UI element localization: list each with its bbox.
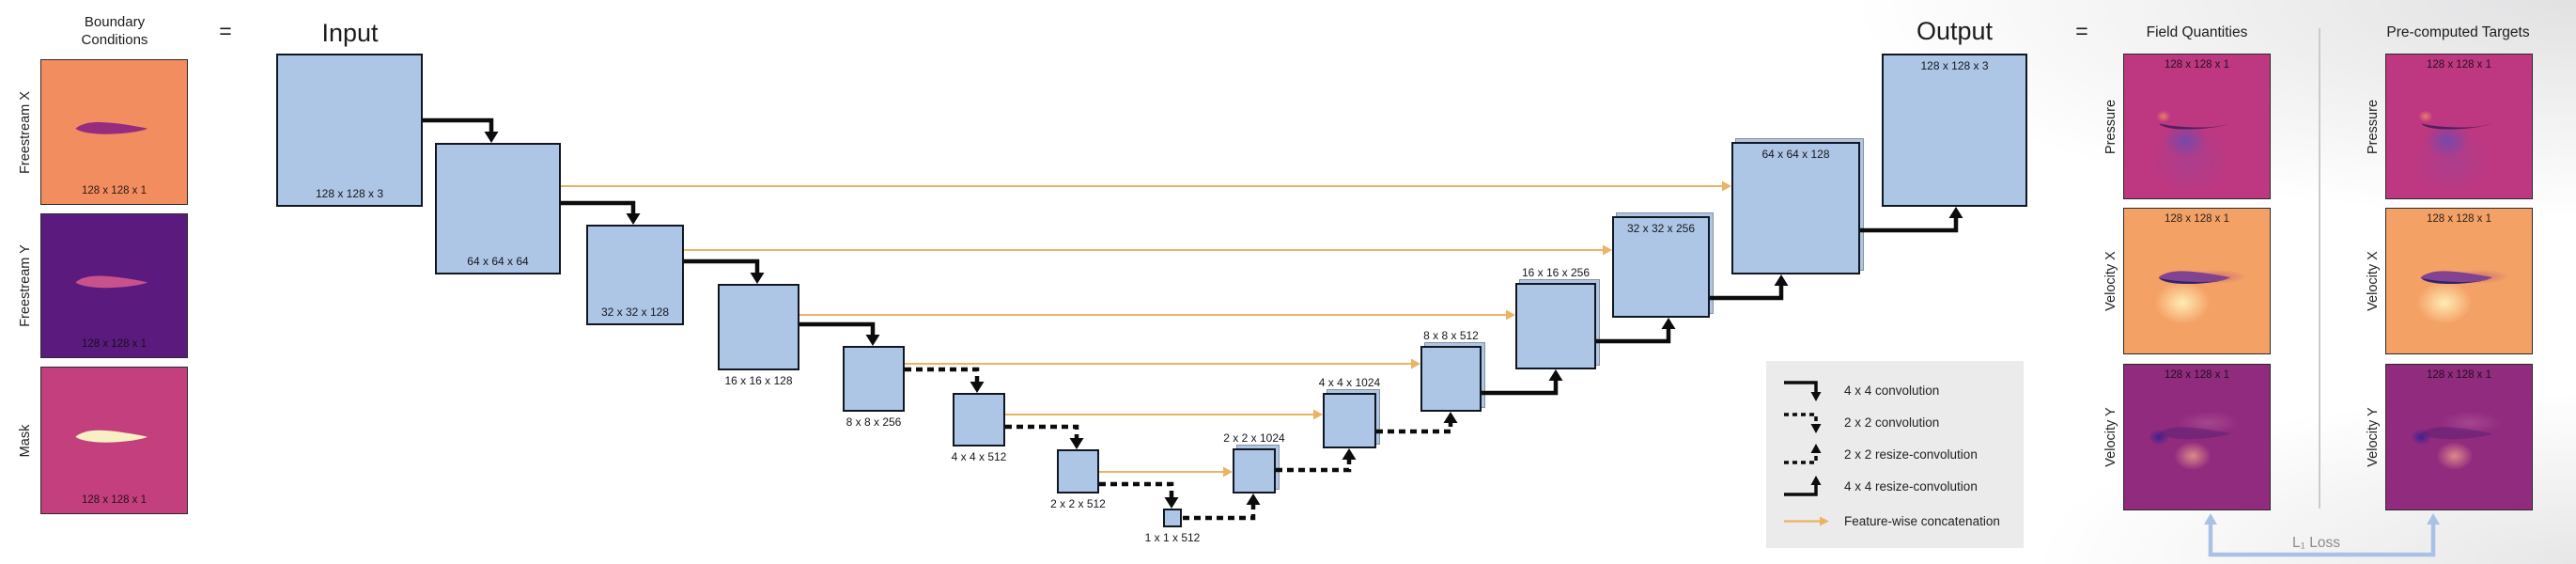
feature-map-box (843, 346, 905, 412)
image-size-label: 128 x 128 x 1 (2426, 369, 2492, 381)
legend-icon-conv2 (1784, 413, 1822, 433)
feature-map-box (1612, 216, 1710, 318)
row-label-velocity-x: Velocity X (2103, 251, 2118, 311)
field-image-field-quantities-pressure: 128 x 128 x 1 (2123, 54, 2271, 199)
legend: 4 x 4 convolution 2 x 2 convolution 2 x 2 … (1766, 361, 2024, 548)
field-image-pre-computed-targets-velocity-y: 128 x 128 x 1 (2385, 364, 2533, 510)
image-size-label: 128 x 128 x 1 (2426, 213, 2492, 225)
field-image-pre-computed-targets-pressure: 128 x 128 x 1 (2385, 54, 2533, 199)
image-size-label: 128 x 128 x 1 (81, 494, 147, 506)
legend-icon-resize4 (1784, 476, 1822, 496)
feature-map-box (1057, 449, 1099, 494)
image-size-label: 128 x 128 x 1 (2426, 59, 2492, 70)
image-size-label: 128 x 128 x 1 (2164, 59, 2230, 70)
row-label-mask: Mask (18, 424, 33, 457)
airfoil-shape-icon (2158, 427, 2231, 440)
feature-map-label: 1 x 1 x 512 (1144, 531, 1201, 544)
feature-map-label: 8 x 8 x 512 (1423, 329, 1479, 342)
field-image-field-quantities-velocity-y: 128 x 128 x 1 (2123, 364, 2271, 510)
feature-map-box (435, 143, 561, 274)
feature-map-label: 128 x 128 x 3 (315, 187, 384, 200)
airfoil-shape-icon (2420, 271, 2493, 285)
airfoil-shape-icon (75, 430, 148, 443)
row-label-freestream-y: Freestream Y (18, 244, 33, 327)
airfoil-shape-icon (2420, 427, 2493, 440)
image-size-label: 128 x 128 x 1 (81, 185, 147, 196)
boundary-image-freestream-y: 128 x 128 x 1 (40, 213, 188, 358)
input-title: Input (321, 19, 379, 47)
field-image-pre-computed-targets-velocity-x: 128 x 128 x 1 (2385, 208, 2533, 354)
feature-map-box (1731, 142, 1860, 274)
feature-map-label: 8 x 8 x 256 (846, 415, 902, 429)
legend-item-label: Feature-wise concatenation (1844, 514, 2000, 528)
feature-map-label: 64 x 64 x 64 (467, 255, 529, 268)
column-divider (2319, 28, 2320, 509)
feature-map-label: 4 x 4 x 512 (951, 450, 1007, 463)
legend-item-label: 2 x 2 resize-convolution (1844, 447, 1978, 462)
legend-item-4-x-4-convolution: 4 x 4 convolution (1781, 378, 1939, 403)
l1-loss-label: L₁ Loss (2292, 535, 2340, 551)
airfoil-shape-icon (2158, 271, 2231, 285)
feature-map-box (953, 393, 1005, 446)
legend-item-label: 4 x 4 convolution (1844, 384, 1940, 398)
field-image-field-quantities-velocity-x: 128 x 128 x 1 (2123, 208, 2271, 354)
feature-map-label: 2 x 2 x 512 (1050, 497, 1106, 510)
row-label-velocity-y: Velocity Y (2366, 407, 2381, 467)
feature-map-label: 2 x 2 x 1024 (1223, 431, 1285, 445)
legend-item-2-x-2-resize-convolution: 2 x 2 resize-convolution (1781, 442, 1978, 467)
feature-map-box (1515, 283, 1596, 369)
feature-map-box (1420, 346, 1482, 412)
feature-map-box (1323, 393, 1376, 448)
feature-map-label: 32 x 32 x 128 (600, 306, 670, 319)
precomputed-targets-title: Pre-computed Targets (2386, 24, 2530, 40)
airfoil-shape-icon (75, 275, 148, 289)
legend-icon-concat (1784, 516, 1829, 526)
output-title: Output (1916, 17, 1994, 45)
feature-map-box (1163, 509, 1182, 527)
boundary-image-freestream-x: 128 x 128 x 1 (40, 59, 188, 205)
feature-map-label: 16 x 16 x 256 (1521, 266, 1591, 279)
row-label-pressure: Pressure (2103, 99, 2118, 154)
row-label-velocity-x: Velocity X (2366, 251, 2381, 311)
feature-map-box (586, 225, 684, 325)
feature-map-box (718, 284, 799, 370)
feature-map-label: 16 x 16 x 128 (724, 374, 793, 387)
field-quantities-title: Field Quantities (2146, 24, 2248, 40)
legend-item-label: 4 x 4 resize-convolution (1844, 479, 1978, 494)
feature-map-box (1882, 54, 2027, 207)
equals-sign-left: = (219, 19, 232, 43)
image-size-label: 128 x 128 x 1 (2164, 213, 2230, 225)
row-label-pressure: Pressure (2366, 99, 2381, 154)
legend-item-label: 2 x 2 convolution (1844, 415, 1940, 430)
feature-map-label: 128 x 128 x 3 (1920, 59, 1989, 72)
legend-icon-conv4 (1784, 381, 1822, 401)
image-size-label: 128 x 128 x 1 (81, 338, 147, 350)
feature-map-label: 32 x 32 x 256 (1626, 222, 1696, 235)
feature-map-box (276, 54, 423, 207)
equals-sign-right: = (2075, 19, 2088, 43)
boundary-image-mask: 128 x 128 x 1 (40, 367, 188, 514)
legend-icon-resize2 (1784, 444, 1822, 464)
feature-map-label: 4 x 4 x 1024 (1318, 376, 1381, 389)
airfoil-shape-icon (2159, 122, 2231, 130)
airfoil-shape-icon (2421, 122, 2493, 130)
boundary-conditions-title: Boundary Conditions (81, 14, 148, 49)
legend-item-4-x-4-resize-convolution: 4 x 4 resize-convolution (1781, 474, 1978, 499)
feature-map-label: 64 x 64 x 128 (1761, 148, 1830, 161)
legend-item-2-x-2-convolution: 2 x 2 convolution (1781, 410, 1939, 435)
row-label-velocity-y: Velocity Y (2103, 407, 2118, 467)
row-label-freestream-x: Freestream X (18, 90, 33, 174)
feature-map-box (1233, 448, 1276, 494)
airfoil-shape-icon (75, 121, 148, 134)
legend-item-feature-wise-concatenation: Feature-wise concatenation (1781, 509, 2000, 534)
image-size-label: 128 x 128 x 1 (2164, 369, 2230, 381)
